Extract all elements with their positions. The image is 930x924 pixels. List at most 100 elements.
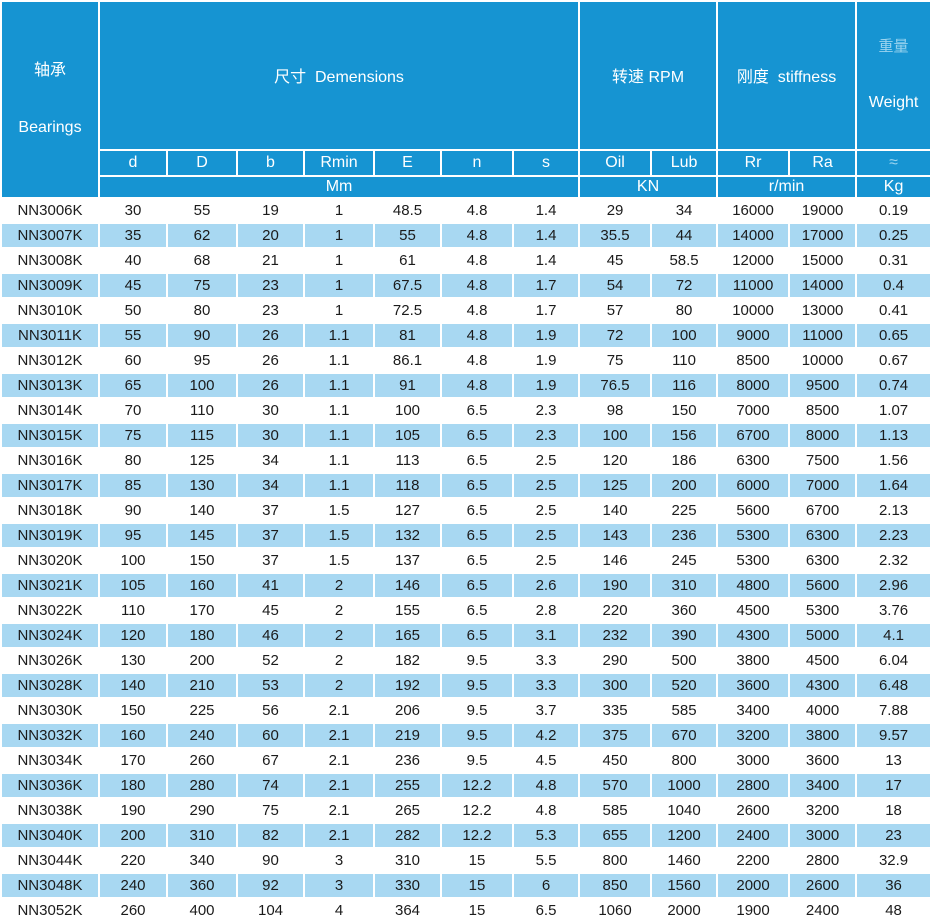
value-cell: 220 [98,846,168,874]
bearing-model-cell: NN3024K [0,621,100,649]
value-cell: 55 [373,221,442,249]
value-cell: 6.5 [440,521,514,549]
value-cell: 210 [166,671,238,699]
value-cell: 45 [236,596,305,624]
value-cell: 2 [303,646,375,674]
value-cell: 3600 [788,746,858,774]
value-cell: 1 [303,271,375,299]
value-cell: 12.2 [440,821,514,849]
value-cell: 110 [166,396,238,424]
header-bearings-en: Bearings [18,119,82,137]
value-cell: 19 [236,196,305,224]
value-cell: 5000 [788,621,858,649]
value-cell: 37 [236,546,305,574]
table-row: NN3011K 55 90 26 1.1 81 4.8 1.9 72 100 9000 11000 0.… [0,321,930,349]
value-cell: 90 [166,321,238,349]
value-cell: 35 [98,221,168,249]
value-cell: 5300 [788,596,858,624]
value-cell: 44 [650,221,719,249]
col-header-lub: Lub [650,148,719,177]
value-cell: 9.5 [440,646,514,674]
value-cell: 15 [440,871,514,899]
value-cell: 4.8 [440,221,514,249]
value-cell: 130 [98,646,168,674]
value-cell: 520 [650,671,719,699]
value-cell: 1 [303,296,375,324]
value-cell: 2.6 [511,571,581,599]
value-cell: 2.1 [303,796,375,824]
value-cell: 4.8 [440,346,514,374]
header-bearings: 轴承 Bearings [0,0,100,199]
value-cell: 30 [236,421,305,449]
value-cell: 6.5 [511,896,581,924]
value-cell: 1040 [650,796,719,824]
value-cell: 4.8 [440,196,514,224]
value-cell: 70 [98,396,168,424]
value-cell: 450 [578,746,653,774]
table-row: NN3048K 240 360 92 3 330 15 6 850 1560 2000 2600 36 [0,871,930,899]
bearing-model-cell: NN3016K [0,446,100,474]
value-cell: 118 [373,471,442,499]
value-cell: 3800 [716,646,791,674]
value-cell: 60 [98,346,168,374]
header-weight-en: Weight [868,93,919,111]
value-cell: 6.5 [440,571,514,599]
value-cell: 1.56 [855,446,930,474]
unit-stiffness: r/min [716,174,858,199]
value-cell: 1 [303,246,375,274]
table-row: NN3016K 80 125 34 1.1 113 6.5 2.5 120 186 6300 7500… [0,446,930,474]
value-cell: 245 [650,546,719,574]
value-cell: 55 [166,196,238,224]
value-cell: 4.8 [440,271,514,299]
value-cell: 0.65 [855,321,930,349]
value-cell: 9000 [716,321,791,349]
value-cell: 6.5 [440,596,514,624]
value-cell: 100 [650,321,719,349]
value-cell: 1.5 [303,521,375,549]
value-cell: 6.04 [855,646,930,674]
col-header-e: E [373,148,442,177]
value-cell: 4.8 [440,321,514,349]
value-cell: 95 [166,346,238,374]
value-cell: 2200 [716,846,791,874]
value-cell: 1060 [578,896,653,924]
value-cell: 3 [303,846,375,874]
value-cell: 4500 [788,646,858,674]
table-row: NN3017K 85 130 34 1.1 118 6.5 2.5 125 200 6000 7000… [0,471,930,499]
value-cell: 670 [650,721,719,749]
value-cell: 15000 [788,246,858,274]
col-header-rr: Rr [716,148,791,177]
value-cell: 5.3 [511,821,581,849]
value-cell: 37 [236,521,305,549]
table-row: NN3014K 70 110 30 1.1 100 6.5 2.3 98 150 7000 8500 1… [0,396,930,424]
value-cell: 2 [303,596,375,624]
value-cell: 1.1 [303,396,375,424]
value-cell: 4.8 [511,771,581,799]
value-cell: 62 [166,221,238,249]
value-cell: 1460 [650,846,719,874]
value-cell: 190 [98,796,168,824]
value-cell: 10000 [788,346,858,374]
value-cell: 6 [511,871,581,899]
value-cell: 2.23 [855,521,930,549]
value-cell: 5300 [716,546,791,574]
value-cell: 1.1 [303,446,375,474]
value-cell: 146 [373,571,442,599]
value-cell: 80 [166,296,238,324]
value-cell: 125 [578,471,653,499]
value-cell: 186 [650,446,719,474]
value-cell: 7500 [788,446,858,474]
value-cell: 800 [650,746,719,774]
value-cell: 190 [578,571,653,599]
value-cell: 1.9 [511,321,581,349]
value-cell: 54 [578,271,653,299]
value-cell: 2600 [716,796,791,824]
value-cell: 8500 [716,346,791,374]
value-cell: 290 [166,796,238,824]
value-cell: 68 [166,246,238,274]
value-cell: 232 [578,621,653,649]
value-cell: 170 [166,596,238,624]
col-header-n: n [440,148,514,177]
header-weight-zh: 重量 [878,38,909,55]
value-cell: 13000 [788,296,858,324]
